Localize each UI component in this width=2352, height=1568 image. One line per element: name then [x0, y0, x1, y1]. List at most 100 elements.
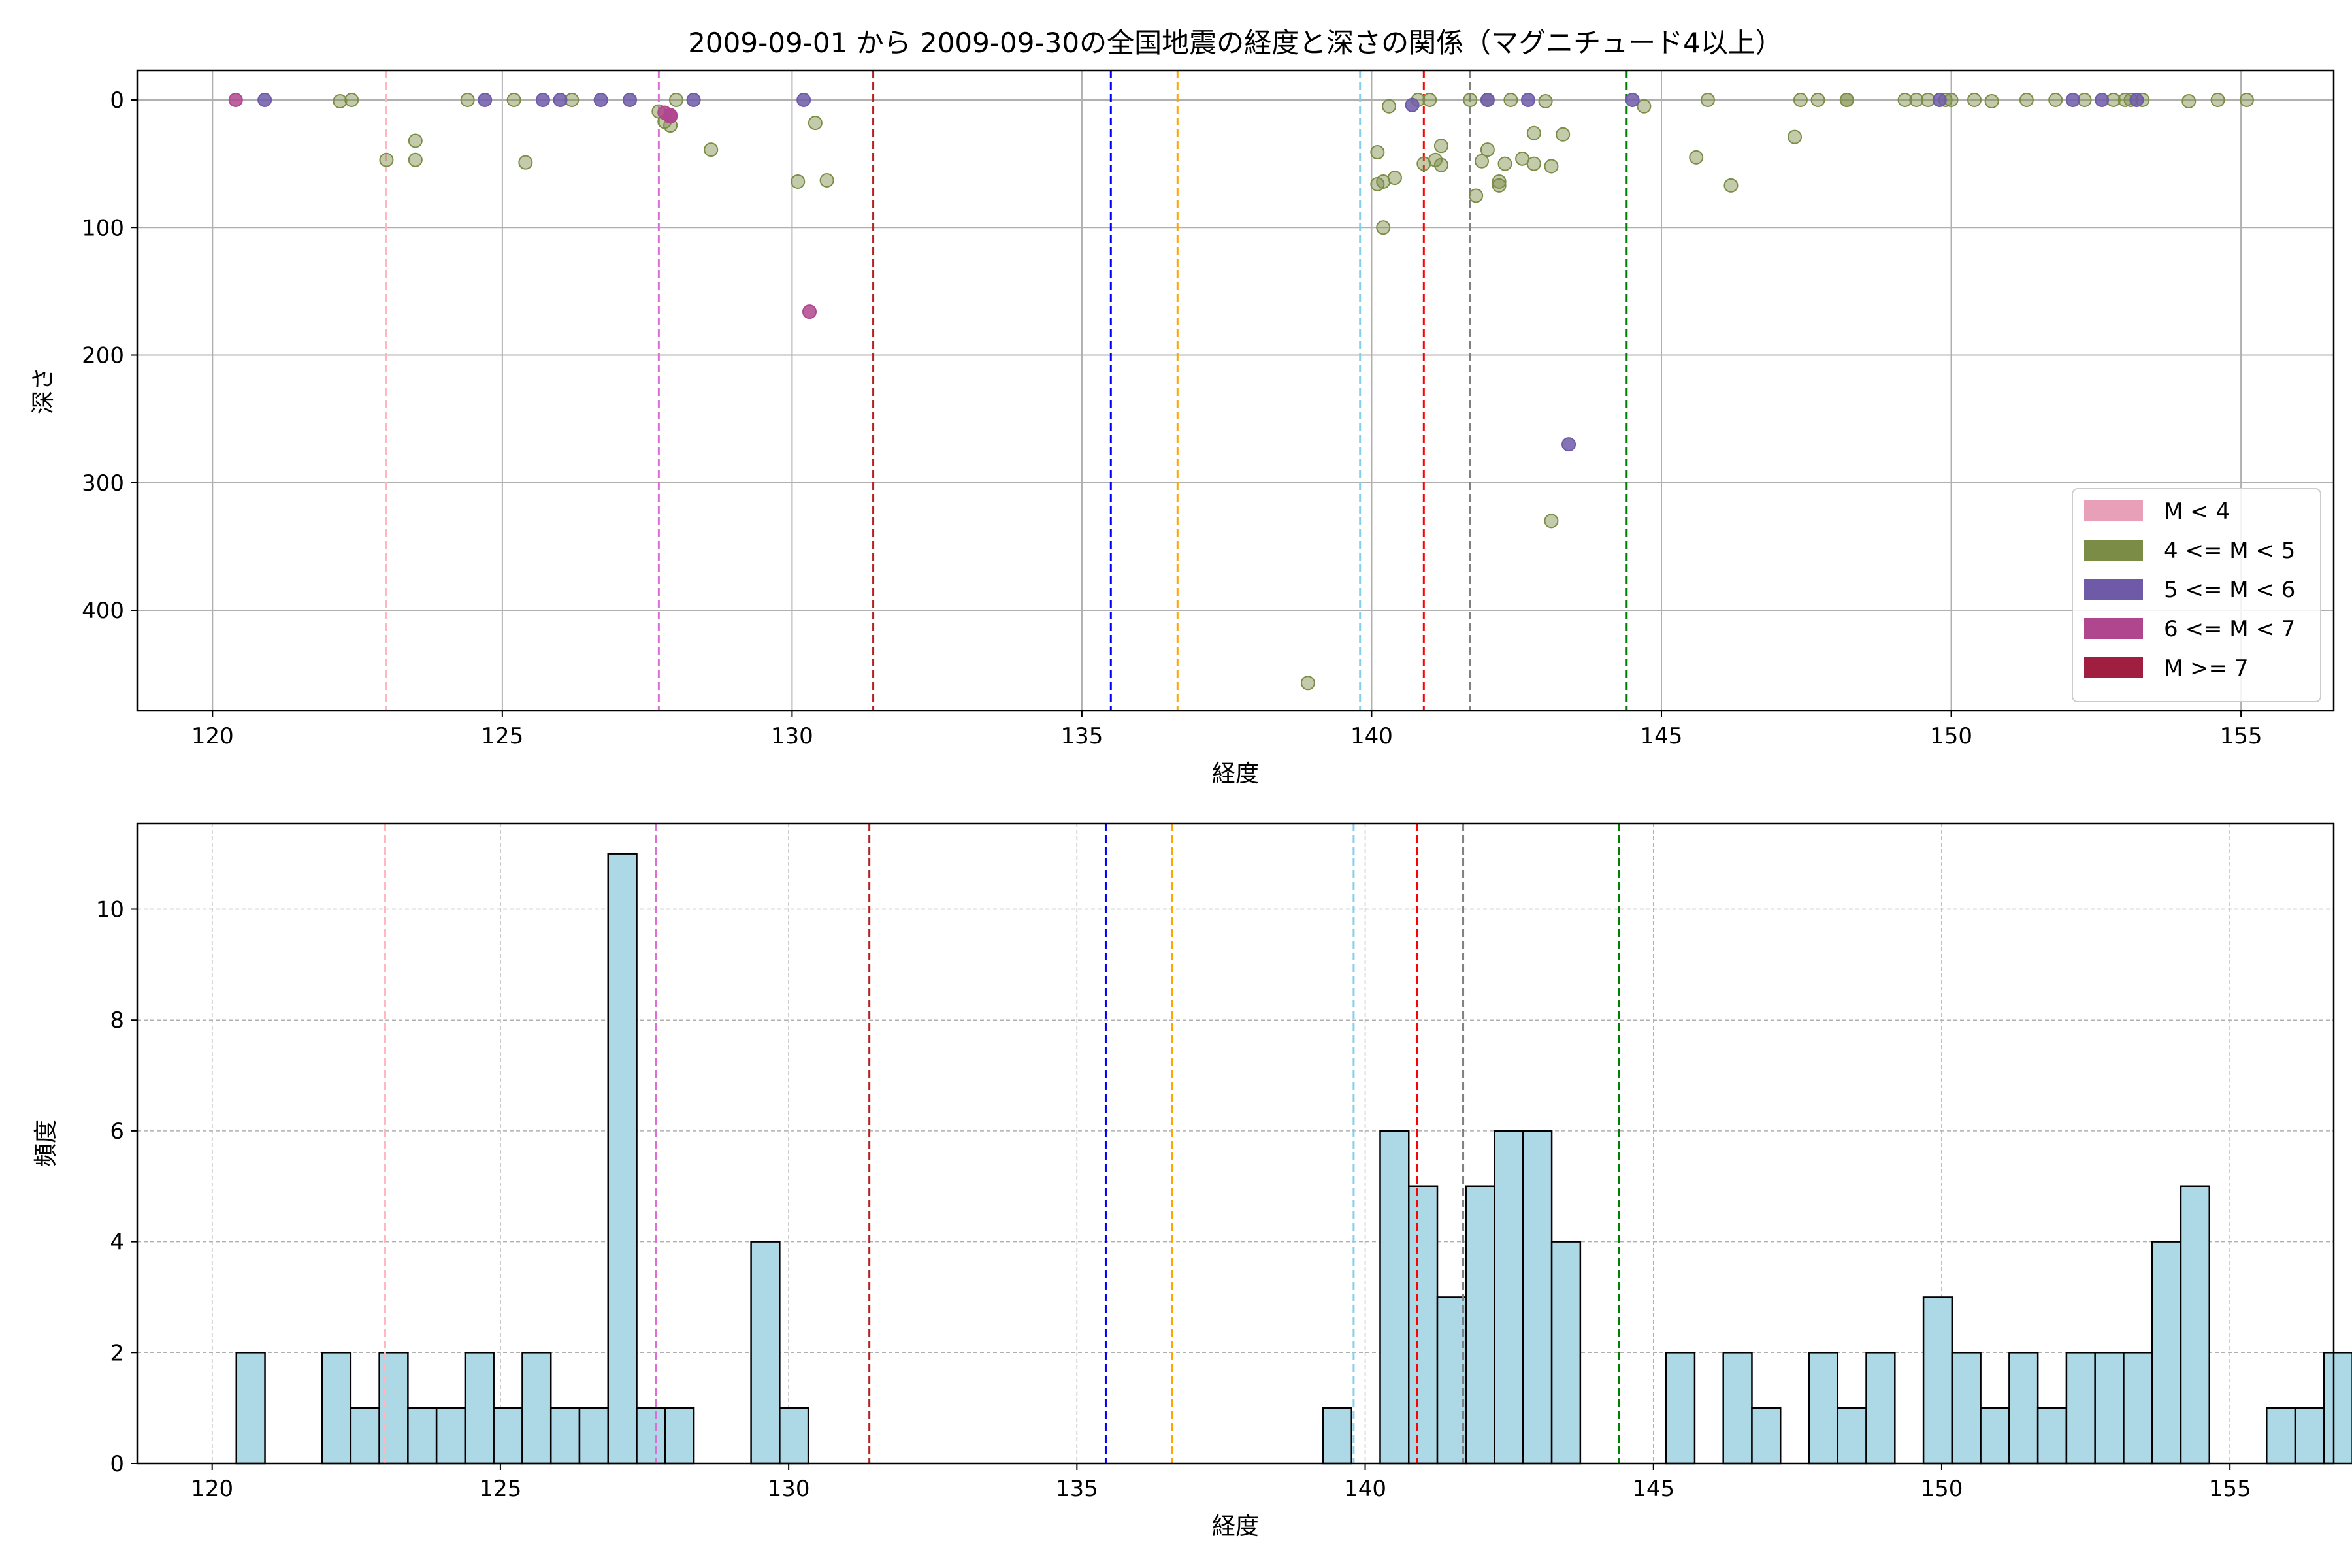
histogram-vertical-lines	[384, 823, 1620, 1463]
scatter-x-tick-label: 130	[771, 723, 813, 749]
histogram-x-tick-label: 120	[191, 1476, 233, 1502]
scatter-point	[593, 93, 608, 107]
histogram-x-tick-label: 130	[768, 1476, 810, 1502]
legend-swatch	[2084, 540, 2143, 561]
scatter-point	[2065, 93, 2080, 107]
histogram-bar	[407, 1407, 438, 1465]
scatter-point	[1526, 156, 1541, 171]
scatter-x-tick-label: 145	[1641, 723, 1683, 749]
legend-swatch	[2084, 579, 2143, 600]
histogram-bar	[1379, 1130, 1410, 1465]
histogram-y-tick-label: 0	[110, 1451, 124, 1477]
histogram-y-tick-label: 10	[96, 897, 124, 923]
scatter-point	[704, 142, 719, 157]
legend-label: 6 <= M < 7	[2164, 616, 2295, 642]
scatter-point	[228, 93, 243, 107]
histogram-bar	[2323, 1352, 2352, 1465]
scatter-point	[2181, 93, 2197, 108]
scatter-point	[1556, 127, 1571, 142]
scatter-point	[1544, 514, 1559, 529]
histogram-y-ticks: 0 2 4 6 8 10	[96, 897, 137, 1477]
scatter-point	[1433, 157, 1448, 172]
scatter-point	[663, 109, 678, 124]
scatter-point	[1561, 437, 1576, 452]
scatter-point	[1376, 220, 1391, 235]
scatter-point	[408, 133, 423, 148]
scatter-point	[686, 93, 701, 107]
scatter-point	[1637, 99, 1652, 114]
legend: M < 4 4 <= M < 5 5 <= M < 6 6 <= M < 7 M >= …	[2072, 488, 2321, 702]
scatter-point	[1463, 93, 1478, 107]
histogram-bar	[1837, 1407, 1867, 1465]
scatter-point	[1469, 188, 1484, 203]
scatter-point	[1492, 178, 1507, 193]
scatter-panel: 120 125 130 135 140 145 150 155 0 100 200 300 400 2…	[30, 27, 2335, 787]
scatter-point	[1492, 174, 1507, 189]
scatter-point	[1810, 93, 1825, 107]
histogram-bar	[636, 1407, 666, 1465]
scatter-point	[1689, 150, 1704, 165]
histogram-bar	[1865, 1352, 1896, 1465]
scatter-point	[333, 93, 348, 108]
scatter-x-tick-label: 140	[1350, 723, 1393, 749]
scatter-vertical-lines	[385, 71, 1628, 711]
scatter-point	[796, 93, 811, 107]
scatter-point	[535, 93, 550, 107]
histogram-x-axis-label: 経度	[1212, 1513, 1259, 1540]
histogram-panel: 120 125 130 135 140 145 150 155 0 2 4 6 8 10 経度 頻度	[33, 822, 2352, 1540]
scatter-y-ticks: 0 100 200 300 400	[82, 88, 137, 624]
histogram-x-tick-label: 135	[1056, 1476, 1098, 1502]
histogram-y-tick-label: 8	[110, 1007, 124, 1034]
histogram-bar	[1465, 1185, 1495, 1465]
histogram-bar	[2180, 1185, 2211, 1465]
histogram-bar	[1522, 1130, 1553, 1465]
histogram-bar	[578, 1407, 610, 1465]
scatter-x-axis-label: 経度	[1212, 760, 1259, 787]
scatter-point	[379, 152, 394, 167]
legend-label: M >= 7	[2164, 655, 2249, 681]
histogram-bar	[2151, 1241, 2182, 1465]
scatter-point	[1526, 125, 1541, 140]
scatter-point	[1984, 93, 1999, 108]
chart-title: 2009-09-01 から 2009-09-30の全国地震の経度と深さの関係（マ…	[688, 27, 1783, 59]
histogram-x-tick-label: 145	[1632, 1476, 1674, 1502]
scatter-x-tick-label: 120	[191, 723, 234, 749]
histogram-bar	[1922, 1296, 1953, 1465]
histogram-x-tick-label: 150	[1921, 1476, 1963, 1502]
scatter-y-tick-label: 400	[82, 598, 124, 624]
scatter-points	[228, 93, 2254, 691]
scatter-point	[1382, 99, 1397, 114]
histogram-frame	[136, 822, 2335, 1465]
histogram-bar	[750, 1241, 781, 1465]
histogram-y-tick-label: 2	[110, 1340, 124, 1366]
scatter-frame	[136, 69, 2335, 712]
scatter-point	[791, 174, 806, 189]
scatter-point	[1625, 93, 1640, 107]
histogram-bar	[464, 1352, 495, 1465]
scatter-point	[802, 304, 817, 319]
scatter-point	[553, 93, 568, 107]
histogram-bar	[2094, 1352, 2125, 1465]
scatter-x-ticks: 120 125 130 135 140 145 150 155	[191, 711, 2262, 749]
scatter-point	[1897, 93, 1912, 107]
scatter-point	[819, 173, 834, 188]
histogram-bar	[521, 1352, 552, 1465]
scatter-point	[1422, 93, 1437, 107]
scatter-point	[1793, 93, 1808, 107]
scatter-point	[506, 93, 521, 107]
scatter-point	[1387, 171, 1402, 186]
scatter-point	[1370, 145, 1385, 160]
scatter-point	[2095, 93, 2110, 107]
legend-label: 5 <= M < 6	[2164, 577, 2295, 603]
histogram-bar	[2266, 1407, 2296, 1465]
scatter-point	[668, 93, 683, 107]
scatter-point	[1723, 178, 1739, 193]
scatter-point	[1433, 139, 1448, 154]
histogram-bar	[1550, 1241, 1582, 1465]
histogram-bar	[2123, 1352, 2153, 1465]
scatter-y-tick-label: 0	[110, 88, 124, 114]
histogram-bar	[1808, 1352, 1839, 1465]
histogram-y-tick-label: 6	[110, 1119, 124, 1145]
